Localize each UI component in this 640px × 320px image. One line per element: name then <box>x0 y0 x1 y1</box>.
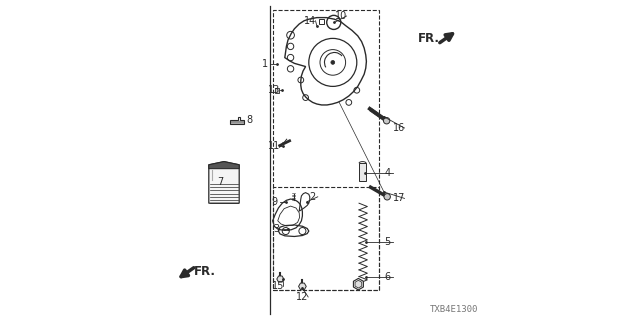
Text: 4: 4 <box>384 168 390 178</box>
Circle shape <box>383 117 390 124</box>
Text: FR.: FR. <box>194 265 216 278</box>
Text: 14: 14 <box>303 16 316 26</box>
Circle shape <box>331 60 335 64</box>
Text: FR.: FR. <box>418 32 440 45</box>
Text: 10: 10 <box>335 11 347 21</box>
Text: 7: 7 <box>217 177 223 188</box>
Text: 5: 5 <box>384 236 390 247</box>
Text: 3: 3 <box>274 224 280 234</box>
Text: 11: 11 <box>268 140 281 151</box>
Polygon shape <box>353 278 364 290</box>
Bar <box>319 19 324 24</box>
Text: 6: 6 <box>384 272 390 282</box>
Text: 13: 13 <box>268 84 281 95</box>
Text: 2: 2 <box>309 192 315 202</box>
Text: 17: 17 <box>392 193 405 204</box>
Text: 16: 16 <box>392 123 405 133</box>
Text: 1: 1 <box>262 59 268 69</box>
Text: 8: 8 <box>246 115 252 125</box>
Text: 9: 9 <box>271 196 278 207</box>
Bar <box>359 163 366 181</box>
Text: 12: 12 <box>296 292 308 302</box>
Polygon shape <box>209 162 239 169</box>
Text: 15: 15 <box>271 281 284 292</box>
Polygon shape <box>298 283 307 290</box>
Text: TXB4E1300: TXB4E1300 <box>430 305 479 314</box>
Polygon shape <box>277 276 284 282</box>
Polygon shape <box>209 162 239 203</box>
Bar <box>275 88 279 93</box>
Circle shape <box>384 194 390 200</box>
